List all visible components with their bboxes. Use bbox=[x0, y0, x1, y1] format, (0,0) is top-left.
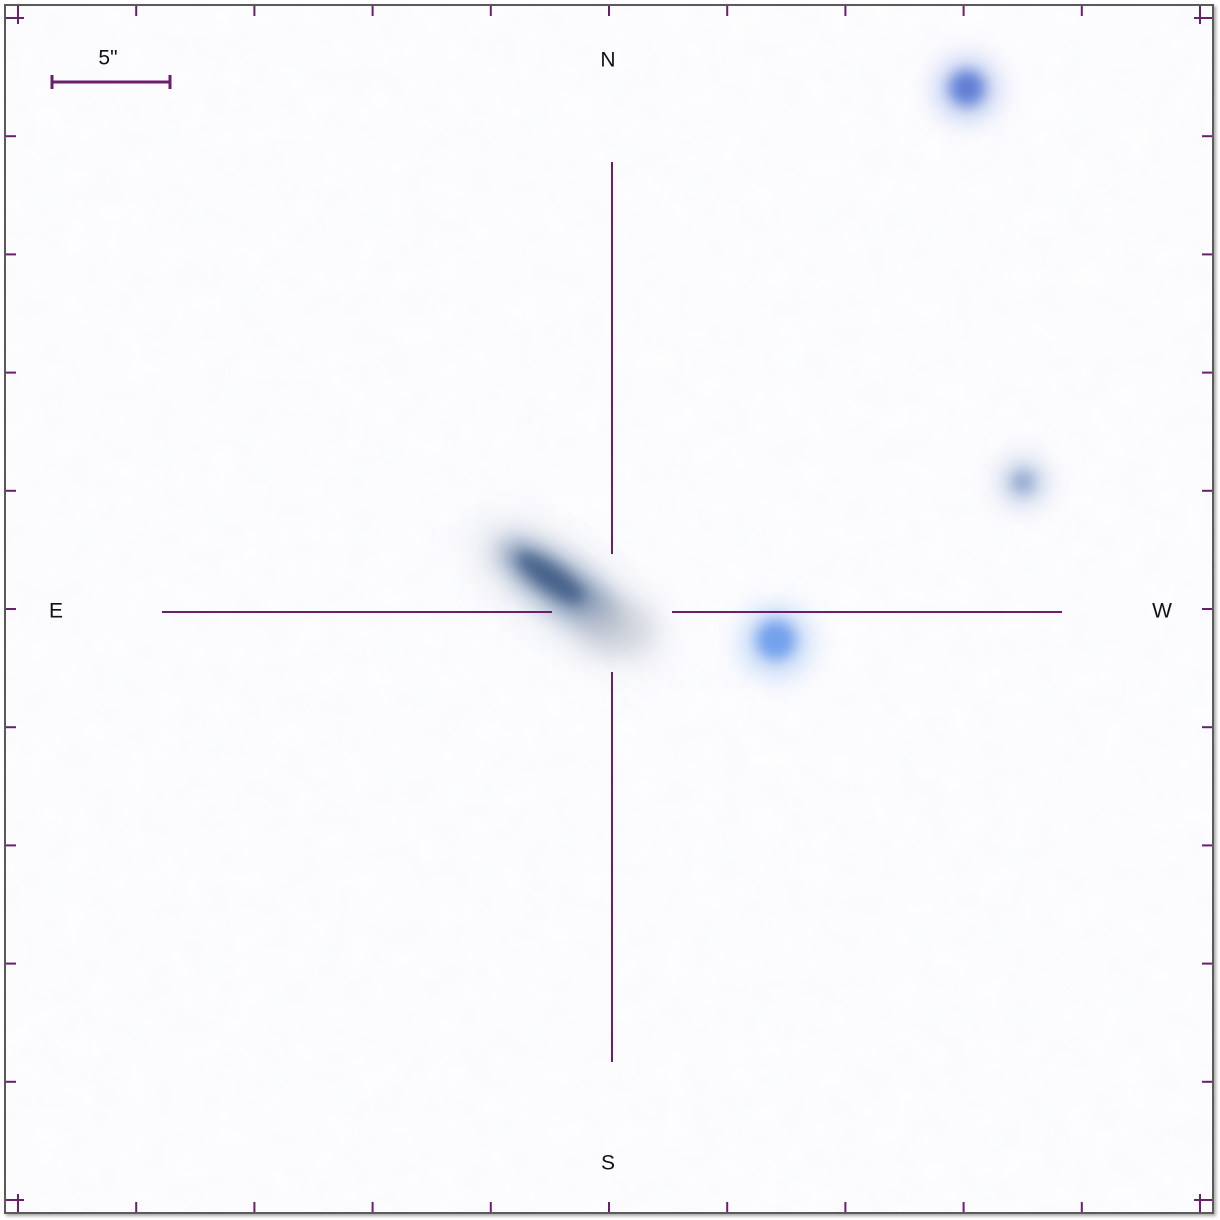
compass-north-label: N bbox=[600, 48, 616, 72]
sky-cutout-image bbox=[6, 6, 1212, 1212]
compass-south-label: S bbox=[600, 1151, 616, 1175]
compass-east-label: E bbox=[48, 599, 64, 623]
border-ticks bbox=[6, 6, 1212, 1212]
star-blue-center-right bbox=[738, 604, 814, 680]
scale-bar bbox=[50, 75, 172, 89]
sky-image-viewer: 5" N S E W bbox=[4, 4, 1214, 1214]
crosshair bbox=[162, 162, 1062, 1062]
star-faint-right bbox=[997, 456, 1049, 508]
star-blue-top-right bbox=[933, 55, 1001, 123]
compass-west-label: W bbox=[1152, 599, 1172, 623]
scale-bar-label: 5" bbox=[98, 46, 118, 70]
target-galaxy bbox=[477, 525, 656, 659]
